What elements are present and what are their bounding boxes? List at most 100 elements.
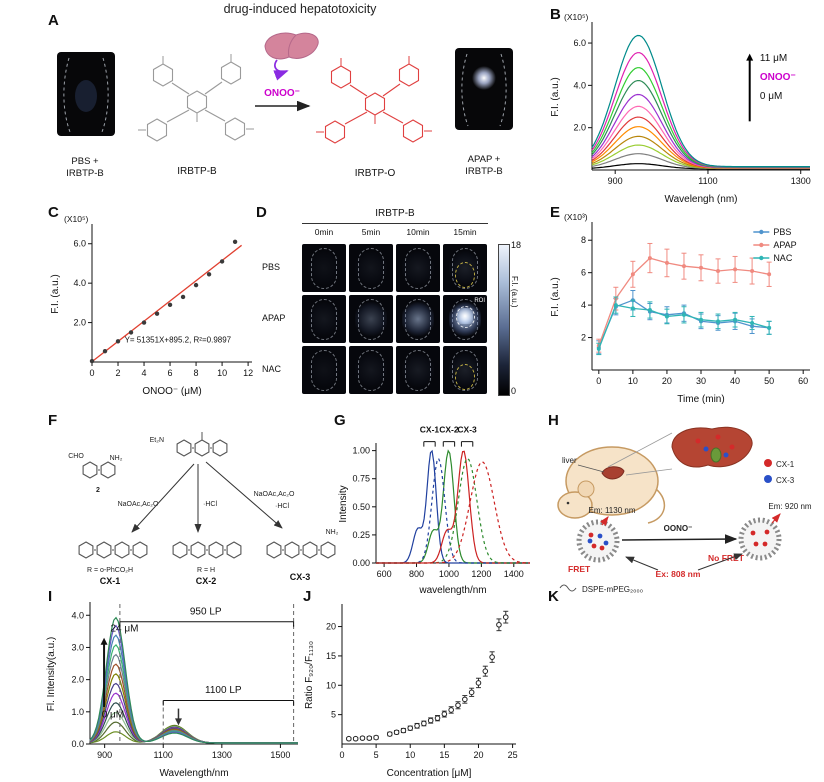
polymer-squiggle-icon: [559, 584, 577, 592]
svg-text:Wavelength/nm: Wavelength/nm: [159, 768, 228, 779]
svg-text:F.I. (a.u.): F.I. (a.u.): [550, 77, 561, 116]
svg-text:900: 900: [608, 176, 623, 186]
panel-label-C: C: [48, 204, 59, 221]
svg-text:6: 6: [168, 368, 173, 378]
cx3-label: CX-3: [290, 572, 311, 582]
svg-text:Concentration [μM]: Concentration [μM]: [387, 768, 472, 779]
fluorescence-glow: [308, 353, 340, 387]
svg-text:F.I. (a.u.): F.I. (a.u.): [550, 277, 561, 316]
svg-text:ONOO⁻ (μM): ONOO⁻ (μM): [142, 386, 201, 397]
fret-label: FRET: [568, 564, 591, 574]
svg-text:10: 10: [628, 376, 638, 386]
compound-2-label: 2: [96, 487, 100, 494]
roi-ellipse: [455, 262, 475, 288]
svg-text:10: 10: [326, 680, 336, 690]
svg-text:1300: 1300: [212, 750, 232, 760]
pbs-mouse-image: [57, 52, 115, 136]
panel-label-H: H: [548, 412, 559, 429]
svg-text:25: 25: [508, 750, 518, 760]
svg-text:800: 800: [409, 569, 424, 579]
svg-text:APAP: APAP: [773, 240, 796, 250]
svg-text:Wavelengh (nm): Wavelengh (nm): [665, 194, 738, 205]
svg-text:1400: 1400: [504, 569, 524, 579]
svg-text:(X10⁵): (X10⁵): [564, 12, 588, 22]
oono-label: OONO⁻: [664, 524, 693, 533]
panel-label-B: B: [550, 6, 561, 23]
row-label-pbs: PBS: [262, 262, 281, 272]
svg-text:30: 30: [696, 376, 706, 386]
svg-text:5: 5: [374, 750, 379, 760]
svg-text:50: 50: [764, 376, 774, 386]
svg-text:15: 15: [326, 651, 336, 661]
svg-text:8: 8: [581, 235, 586, 245]
svg-text:4.0: 4.0: [573, 80, 586, 90]
fluorescence-glow: [308, 302, 340, 336]
colorbar-min: 0: [511, 386, 517, 396]
panel-label-E: E: [550, 204, 561, 221]
onoo-label: ONOO⁻: [264, 88, 300, 99]
mouse-image-nac-5min: [349, 346, 393, 394]
svg-text:6.0: 6.0: [573, 38, 586, 48]
mouse-image-nac-15min: [443, 346, 487, 394]
fluorescence-glow: [355, 302, 387, 336]
svg-text:Ratio F₉₂₀/F₁₁₃₀: Ratio F₉₂₀/F₁₁₃₀: [304, 641, 315, 709]
salt-mid-label: ·HCl: [203, 501, 217, 508]
svg-text:1.00: 1.00: [352, 446, 370, 456]
panel-D-title-rule: [302, 223, 488, 224]
row-label-nac: NAC: [262, 364, 282, 374]
panel-E-chart: 0 10 20 30 40 50 60 2 4 6 8 Time (min) F.I. (a.u.) (X…: [550, 212, 810, 405]
svg-text:0.25: 0.25: [352, 530, 370, 540]
svg-text:10: 10: [405, 750, 415, 760]
micelle-fret: [576, 519, 620, 563]
roi-ellipse: [455, 364, 475, 390]
ex-arrow-right: [697, 553, 743, 571]
mouse-outline: [311, 299, 337, 340]
fluorescence-glow: [402, 251, 434, 285]
colorbar-max: 18: [511, 240, 522, 250]
svg-text:NAC: NAC: [773, 253, 793, 263]
svg-text:0 μM: 0 μM: [760, 91, 782, 102]
mouse-outline: [358, 248, 384, 289]
panel-label-D: D: [256, 204, 267, 221]
panel-label-I: I: [48, 588, 53, 605]
mouse-image-pbs-5min: [349, 244, 393, 292]
mouse-outline: [311, 350, 337, 391]
mouse-image-grid: ROI: [302, 244, 488, 396]
svg-text:2.0: 2.0: [573, 123, 586, 133]
cx3-legend-label: CX-3: [776, 476, 795, 485]
panel-F-scheme: Et₂N CHO NH₂ 2 NaOAc,Ac₂O ·HCl NaOAc,Ac₂…: [68, 432, 338, 586]
mouse-image-apap-15min: ROI: [443, 295, 487, 343]
mouse-illustration: [557, 446, 666, 524]
mouse-image-pbs-10min: [396, 244, 440, 292]
fluorescence-glow: [308, 251, 340, 285]
amine-label: Et₂N: [150, 437, 164, 444]
svg-text:0: 0: [596, 376, 601, 386]
aldehyde-label: CHO: [68, 453, 84, 460]
svg-text:0.50: 0.50: [352, 502, 370, 512]
fluorescence-glow: [355, 251, 387, 285]
cx3-legend-dot: [764, 475, 772, 483]
cx2-label: CX-2: [196, 576, 217, 586]
svg-text:60: 60: [798, 376, 808, 386]
svg-text:4: 4: [142, 368, 147, 378]
mouse-outline: [405, 350, 431, 391]
panel-label-F: F: [48, 412, 58, 429]
colorbar-label: F.I. (a.u.): [510, 276, 519, 308]
svg-text:24 μM: 24 μM: [111, 623, 139, 634]
svg-text:1.0: 1.0: [71, 707, 84, 717]
svg-text:1100: 1100: [154, 750, 173, 760]
svg-text:8: 8: [194, 368, 199, 378]
panel-A-graphic: ONOO⁻: [57, 32, 513, 144]
reagent-right-label: NaOAc,Ac₂O: [254, 491, 295, 498]
mouse-outline: [358, 350, 384, 391]
svg-text:12: 12: [243, 368, 253, 378]
mouse-outline: [452, 248, 478, 289]
svg-text:1500: 1500: [270, 750, 290, 760]
svg-text:2.0: 2.0: [73, 318, 86, 328]
col-label-15min: 15min: [453, 227, 477, 237]
svg-text:15: 15: [439, 750, 449, 760]
panel-H-diagram: liver CX-1 CX-3 OONO⁻ Em: 1130 nm Em: 92…: [557, 426, 812, 594]
svg-text:950 LP: 950 LP: [190, 607, 222, 618]
svg-text:2.0: 2.0: [71, 675, 84, 685]
